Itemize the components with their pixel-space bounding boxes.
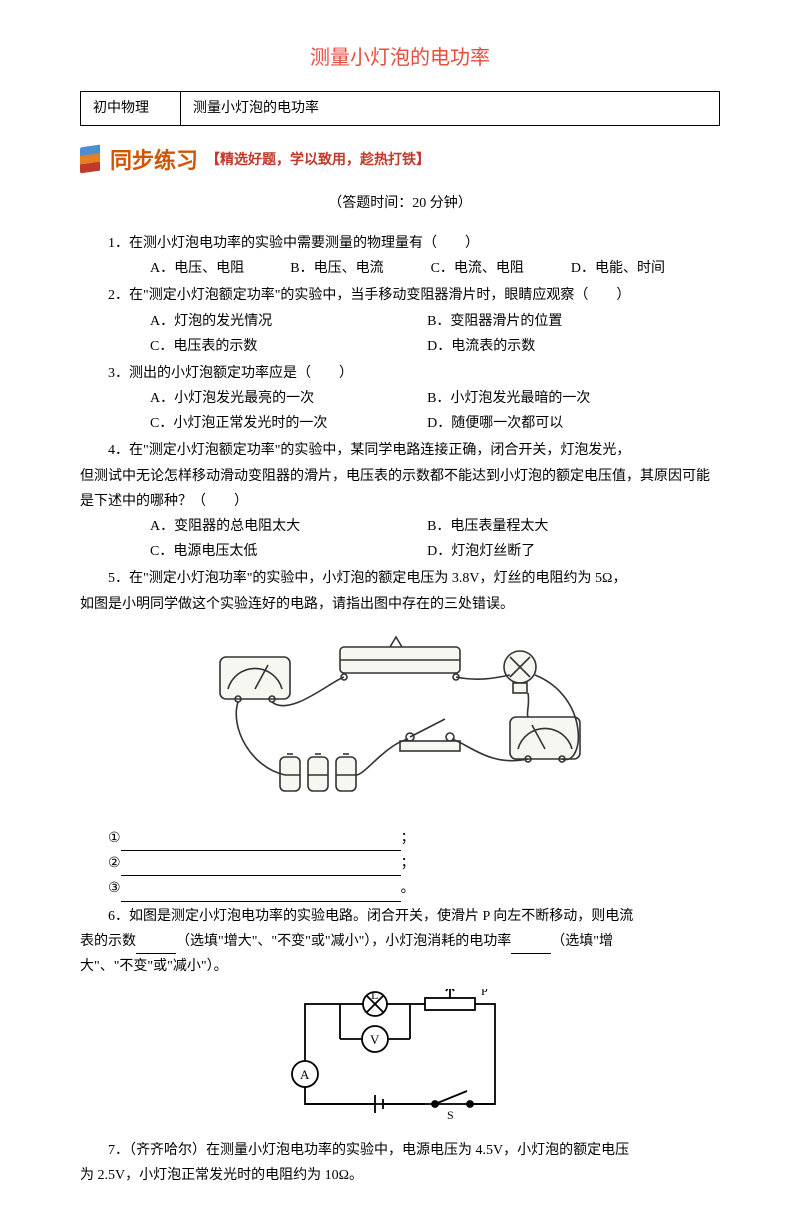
q5-stem2: 如图是小明同学做这个实验连好的电路，请指出图中存在的三处错误。 [80, 592, 720, 617]
page-title: 测量小灯泡的电功率 [80, 40, 720, 76]
q6-part-a: 表的示数 [80, 934, 136, 949]
q1-opt-d: D．电能、时间 [571, 256, 708, 281]
q7-stem2: 为 2.5V，小灯泡正常发光时的电阻约为 10Ω。 [80, 1163, 720, 1188]
blank-line [121, 901, 401, 902]
q5-blank1: ①； [80, 826, 720, 851]
q4-options: A．变阻器的总电阻太大 B．电压表量程太大 C．电源电压太低 D．灯泡灯丝断了 [80, 514, 720, 564]
punct-semi: ； [401, 856, 415, 871]
q4-stem1: 4．在"测定小灯泡额定功率"的实验中，某同学电路连接正确，闭合开关，灯泡发光， [80, 438, 720, 463]
practice-banner: 同步练习 【精选好题，学以致用，趁热打铁】 [80, 141, 720, 181]
label-S: S [447, 1108, 454, 1119]
q2-options: A．灯泡的发光情况 B．变阻器滑片的位置 C．电压表的示数 D．电流表的示数 [80, 309, 720, 359]
q6-part-c: （选填"增 [551, 934, 613, 949]
meta-subject: 初中物理 [81, 92, 181, 126]
banner-sub: 【精选好题，学以致用，趁热打铁】 [206, 148, 430, 173]
time-note: （答题时间：20 分钟） [80, 191, 720, 216]
q5-b2-label: ② [108, 856, 121, 871]
q6-stem1: 6．如图是测定小灯泡电功率的实验电路。闭合开关，使滑片 P 向左不断移动，则电流 [80, 904, 720, 929]
q4-opt-c: C．电源电压太低 [150, 539, 424, 564]
q2-opt-b: B．变阻器滑片的位置 [427, 309, 701, 334]
circuit-diagram-icon: L P V A S [285, 989, 515, 1119]
q3-stem: 3．测出的小灯泡额定功率应是（ ） [80, 361, 720, 386]
q6-figure: L P V A S [80, 989, 720, 1128]
meta-table: 初中物理 测量小灯泡的电功率 [80, 91, 720, 126]
q3-opt-d: D．随便哪一次都可以 [427, 411, 701, 436]
q1-options: A．电压、电阻 B．电压、电流 C．电流、电阻 D．电能、时间 [80, 256, 720, 281]
q7-stem1: 7．（齐齐哈尔）在测量小灯泡电功率的实验中，电源电压为 4.5V，小灯泡的额定电… [80, 1138, 720, 1163]
punct-semi: ； [401, 831, 415, 846]
q2-opt-c: C．电压表的示数 [150, 334, 424, 359]
label-L: L [371, 989, 378, 1002]
label-P: P [481, 989, 488, 998]
q3-opt-b: B．小灯泡发光最暗的一次 [427, 386, 701, 411]
q4-opt-d: D．灯泡灯丝断了 [427, 539, 701, 564]
label-V: V [370, 1032, 380, 1047]
q1-opt-c: C．电流、电阻 [431, 256, 568, 281]
punct-period: 。 [401, 881, 415, 896]
q1-stem: 1．在测小灯泡电功率的实验中需要测量的物理量有（ ） [80, 231, 720, 256]
q6-part-b: （选填"增大"、"不变"或"减小"），小灯泡消耗的电功率 [176, 934, 511, 949]
label-A: A [300, 1067, 310, 1082]
q5-blank2: ②； [80, 851, 720, 876]
q6-stem2: 表的示数 （选填"增大"、"不变"或"减小"），小灯泡消耗的电功率 （选填"增 [80, 929, 720, 954]
meta-topic: 测量小灯泡的电功率 [181, 92, 720, 126]
books-icon [80, 146, 106, 176]
q2-stem: 2．在"测定小灯泡额定功率"的实验中，当手移动变阻器滑片时，眼睛应观察（ ） [80, 283, 720, 308]
inline-blank [511, 953, 551, 954]
q4-stem2: 但测试中无论怎样移动滑动变阻器的滑片，电压表的示数都不能达到小灯泡的额定电压值，… [80, 464, 720, 514]
q4-opt-a: A．变阻器的总电阻太大 [150, 514, 424, 539]
q6-stem3: 大"、"不变"或"减小"）。 [80, 954, 720, 979]
q5-b1-label: ① [108, 831, 121, 846]
q3-opt-c: C．小灯泡正常发光时的一次 [150, 411, 424, 436]
banner-main: 同步练习 [110, 141, 198, 181]
q4-opt-b: B．电压表量程太大 [427, 514, 701, 539]
q5-blank3: ③。 [80, 876, 720, 901]
q5-figure [80, 627, 720, 816]
q3-opt-a: A．小灯泡发光最亮的一次 [150, 386, 424, 411]
q1-opt-b: B．电压、电流 [290, 256, 427, 281]
q2-opt-d: D．电流表的示数 [427, 334, 701, 359]
circuit-sketch-icon [190, 627, 610, 807]
q1-opt-a: A．电压、电阻 [150, 256, 287, 281]
q3-options: A．小灯泡发光最亮的一次 B．小灯泡发光最暗的一次 C．小灯泡正常发光时的一次 … [80, 386, 720, 436]
q5-b3-label: ③ [108, 881, 121, 896]
q2-opt-a: A．灯泡的发光情况 [150, 309, 424, 334]
q5-stem1: 5．在"测定小灯泡功率"的实验中，小灯泡的额定电压为 3.8V，灯丝的电阻约为 … [80, 566, 720, 591]
